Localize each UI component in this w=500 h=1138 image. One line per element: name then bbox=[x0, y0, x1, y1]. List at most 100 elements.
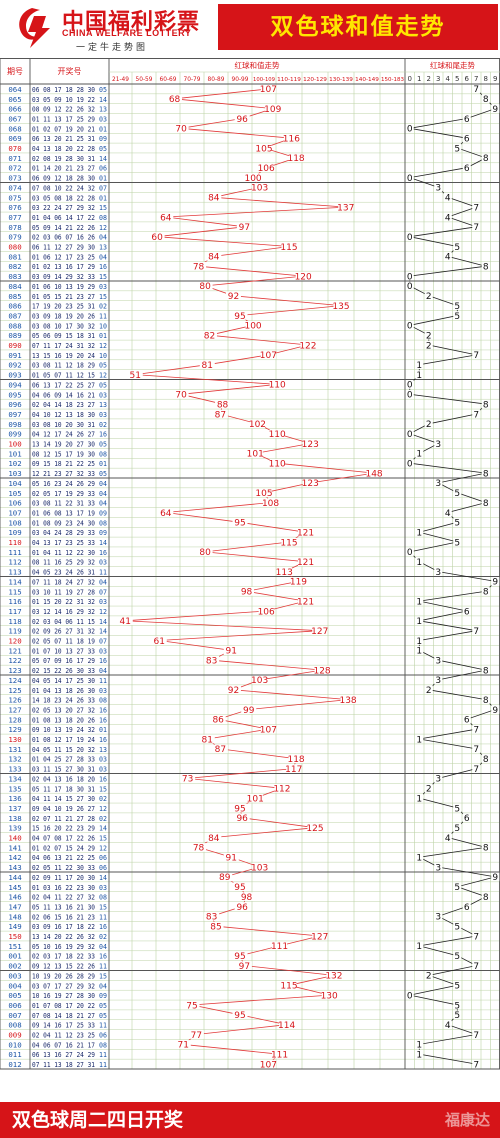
sum-point-bg bbox=[281, 242, 297, 251]
tail-point-bg bbox=[443, 252, 452, 261]
table-row: 149 03 09 16 17 18 22 16 bbox=[8, 922, 107, 931]
row-blue-ball: 03 bbox=[99, 766, 107, 774]
tail-point-label: 4 bbox=[445, 1021, 451, 1031]
page-title: 双色球和值走势 bbox=[270, 13, 446, 40]
table-row: 112 08 11 16 25 29 32 03 bbox=[8, 558, 107, 567]
tail-point-bg bbox=[415, 734, 424, 744]
row-issue: 146 bbox=[8, 893, 21, 902]
sum-point-label: 86 bbox=[212, 716, 224, 726]
row-red-balls: 09 10 13 19 24 32 bbox=[32, 726, 95, 734]
table-row: 070 04 13 18 20 22 28 05 bbox=[8, 144, 107, 153]
row-blue-ball: 05 bbox=[99, 1012, 107, 1020]
tail-point-label: 4 bbox=[445, 194, 451, 204]
sum-point-bg bbox=[173, 124, 189, 133]
sum-point-label: 41 bbox=[120, 617, 131, 627]
table-row: 086 17 19 20 23 25 31 02 bbox=[8, 302, 107, 311]
row-issue: 137 bbox=[8, 804, 21, 813]
table-row: 102 09 15 18 21 22 25 01 bbox=[8, 459, 107, 468]
row-blue-ball: 11 bbox=[99, 1061, 107, 1069]
row-issue: 123 bbox=[8, 666, 21, 675]
row-red-balls: 02 06 15 16 21 23 bbox=[32, 913, 95, 921]
header-sum-range: 60-69 bbox=[160, 77, 177, 83]
tail-point-bg bbox=[453, 1000, 462, 1010]
tail-point-label: 3 bbox=[435, 440, 441, 450]
row-blue-ball: 02 bbox=[99, 303, 107, 311]
tail-point-label: 8 bbox=[483, 696, 489, 706]
tail-point-bg bbox=[405, 271, 414, 281]
header-sum-range: 130-139 bbox=[329, 77, 353, 83]
tail-point-bg bbox=[415, 852, 424, 862]
row-red-balls: 04 12 17 24 26 27 bbox=[32, 431, 95, 439]
row-blue-ball: 05 bbox=[99, 145, 107, 153]
sum-point-label: 97 bbox=[239, 223, 250, 233]
row-red-balls: 01 04 13 18 26 30 bbox=[32, 687, 95, 695]
table-row: 004 03 07 17 27 29 32 04 bbox=[8, 981, 107, 990]
row-blue-ball: 15 bbox=[99, 972, 107, 980]
sum-point-bg bbox=[234, 902, 250, 911]
tail-point-label: 0 bbox=[407, 460, 413, 470]
row-issue: 081 bbox=[8, 252, 21, 261]
table-row: 138 02 07 11 21 27 28 02 bbox=[8, 814, 107, 823]
sum-point-label: 121 bbox=[297, 597, 314, 607]
sum-point-bg bbox=[191, 843, 207, 852]
row-red-balls: 07 11 18 24 27 32 bbox=[32, 578, 95, 586]
sum-point-bg bbox=[188, 1030, 204, 1039]
sum-point-label: 92 bbox=[228, 686, 239, 696]
row-blue-ball: 11 bbox=[99, 1051, 107, 1059]
sum-point-label: 84 bbox=[208, 253, 220, 263]
sum-point-bg bbox=[232, 518, 248, 527]
table-row: 142 04 06 13 21 22 25 06 bbox=[8, 853, 107, 862]
sum-point-label: 95 bbox=[234, 312, 245, 322]
sum-point-bg bbox=[321, 990, 337, 1000]
sum-point-bg bbox=[149, 232, 165, 241]
sum-point-label: 91 bbox=[226, 854, 237, 864]
sum-point-label: 70 bbox=[175, 391, 187, 401]
row-blue-ball: 05 bbox=[99, 381, 107, 389]
tail-point-label: 5 bbox=[454, 883, 460, 893]
row-blue-ball: 01 bbox=[99, 332, 107, 340]
sum-point-label: 107 bbox=[260, 85, 277, 95]
tail-point-label: 8 bbox=[483, 95, 489, 105]
table-rows: 064 06 08 17 18 28 30 05 065 03 05 09 10 19 … bbox=[8, 85, 107, 1069]
row-red-balls: 03 08 10 17 30 32 bbox=[32, 322, 95, 330]
tail-point-bg bbox=[443, 833, 452, 842]
row-issue: 084 bbox=[8, 282, 22, 291]
row-issue: 133 bbox=[8, 765, 21, 774]
sum-point-bg bbox=[204, 655, 220, 665]
row-red-balls: 04 13 18 20 22 28 bbox=[32, 145, 95, 153]
tail-point-label: 6 bbox=[464, 134, 470, 144]
tail-point-label: 2 bbox=[426, 686, 432, 696]
tail-point-label: 5 bbox=[454, 922, 460, 932]
sum-point-label: 119 bbox=[290, 578, 307, 588]
table-row: 002 09 12 13 15 22 26 11 bbox=[8, 962, 107, 971]
row-issue: 087 bbox=[8, 311, 21, 320]
row-red-balls: 01 05 07 11 12 15 bbox=[32, 372, 95, 380]
row-blue-ball: 05 bbox=[99, 441, 107, 449]
row-issue: 108 bbox=[8, 518, 21, 527]
sum-point-label: 121 bbox=[297, 528, 314, 538]
sum-point-bg bbox=[236, 961, 252, 970]
row-blue-ball: 01 bbox=[99, 460, 107, 468]
row-blue-ball: 04 bbox=[99, 578, 107, 586]
tail-point-label: 8 bbox=[483, 263, 489, 273]
table-row: 122 05 07 09 16 17 29 16 bbox=[8, 656, 107, 665]
sum-point-bg bbox=[269, 380, 285, 389]
tail-point-bg bbox=[434, 439, 443, 448]
tail-point-label: 7 bbox=[473, 85, 479, 95]
sum-point-bg bbox=[260, 724, 276, 734]
table-row: 012 07 11 13 18 27 31 11 bbox=[8, 1060, 107, 1069]
row-blue-ball: 04 bbox=[99, 943, 107, 951]
row-issue: 101 bbox=[8, 449, 21, 458]
sum-point-label: 105 bbox=[255, 489, 272, 499]
sum-point-label: 111 bbox=[271, 1051, 288, 1061]
sum-point-label: 78 bbox=[193, 263, 205, 273]
row-blue-ball: 03 bbox=[99, 647, 107, 655]
row-blue-ball: 03 bbox=[99, 559, 107, 567]
sum-point-bg bbox=[288, 754, 304, 764]
tail-point-label: 4 bbox=[445, 253, 451, 263]
row-red-balls: 02 08 19 28 30 31 bbox=[32, 155, 95, 163]
row-issue: 129 bbox=[8, 725, 21, 734]
row-issue: 064 bbox=[8, 85, 22, 94]
header-sum-range: 100-109 bbox=[253, 77, 275, 83]
tail-point-bg bbox=[405, 990, 414, 1000]
